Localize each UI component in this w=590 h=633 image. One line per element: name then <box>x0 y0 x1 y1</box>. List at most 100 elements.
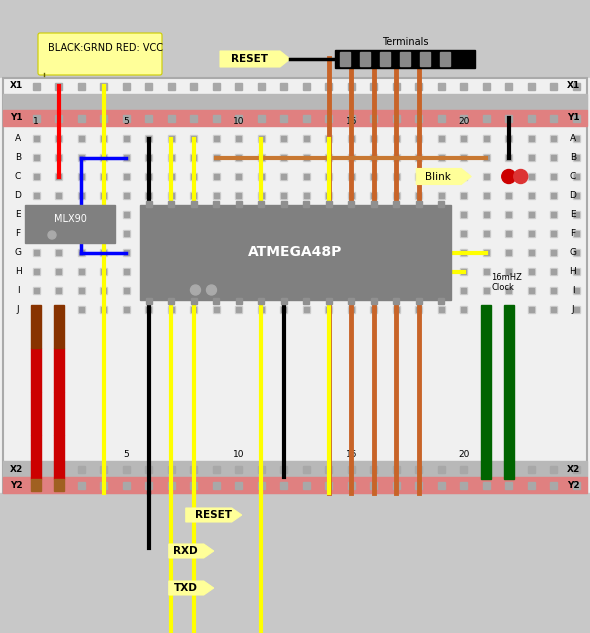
Bar <box>56 155 61 160</box>
Text: Y1: Y1 <box>568 113 580 123</box>
Bar <box>484 288 489 293</box>
Bar <box>213 201 219 207</box>
Bar <box>169 155 173 160</box>
Bar <box>483 154 490 161</box>
Bar <box>258 192 265 199</box>
Bar <box>100 306 107 313</box>
Bar <box>438 249 445 256</box>
Bar <box>191 231 196 236</box>
Bar <box>33 135 40 142</box>
Bar <box>281 201 287 207</box>
Bar <box>438 154 445 161</box>
Bar <box>259 155 264 160</box>
Bar <box>31 304 41 348</box>
Bar <box>145 173 152 180</box>
Bar <box>281 231 286 236</box>
Bar <box>371 288 376 293</box>
Bar <box>394 193 399 198</box>
Text: E: E <box>15 210 21 219</box>
Bar <box>484 231 489 236</box>
Bar <box>550 465 557 472</box>
Bar <box>529 288 534 293</box>
Bar <box>483 82 490 89</box>
Bar <box>349 231 354 236</box>
Bar <box>573 249 580 256</box>
Bar <box>100 465 107 472</box>
Bar <box>304 307 309 312</box>
Bar <box>393 154 400 161</box>
Bar <box>31 479 41 491</box>
Bar <box>145 135 152 142</box>
Bar <box>214 250 219 255</box>
Bar <box>56 212 61 217</box>
Bar <box>55 249 63 256</box>
Bar <box>123 465 130 472</box>
Bar <box>258 135 265 142</box>
Bar <box>213 173 219 180</box>
Bar <box>214 307 219 312</box>
Bar <box>380 52 390 66</box>
Bar <box>78 173 85 180</box>
Bar <box>348 230 355 237</box>
Bar <box>124 136 129 141</box>
Bar <box>34 193 39 198</box>
Bar <box>506 250 512 255</box>
Bar <box>303 82 310 89</box>
Bar <box>325 192 332 199</box>
Bar <box>460 287 467 294</box>
Bar <box>527 173 535 180</box>
Bar <box>417 231 421 236</box>
Bar <box>190 482 197 489</box>
Bar <box>325 115 332 122</box>
Bar <box>214 231 219 236</box>
Bar <box>483 211 490 218</box>
Bar <box>56 174 61 179</box>
Bar <box>438 173 445 180</box>
Text: A: A <box>570 134 576 143</box>
Text: X1: X1 <box>567 82 580 91</box>
Bar <box>461 212 466 217</box>
Bar <box>439 250 444 255</box>
Bar <box>371 465 377 472</box>
Bar <box>415 192 422 199</box>
Bar <box>439 288 444 293</box>
Bar <box>417 269 421 274</box>
Bar <box>31 348 41 392</box>
Bar <box>169 193 173 198</box>
Bar <box>348 82 355 89</box>
Text: RESET: RESET <box>195 510 232 520</box>
Bar <box>417 136 421 141</box>
Bar <box>461 193 466 198</box>
Bar <box>394 231 399 236</box>
Bar <box>280 482 287 489</box>
Bar <box>483 268 490 275</box>
Bar <box>33 482 40 489</box>
Bar <box>168 287 175 294</box>
Bar <box>371 482 377 489</box>
Text: H: H <box>569 267 576 276</box>
Bar <box>124 174 129 179</box>
Bar <box>78 307 84 312</box>
Bar <box>190 173 197 180</box>
Bar <box>394 307 399 312</box>
Bar <box>505 82 512 89</box>
Bar <box>326 193 331 198</box>
Bar <box>505 268 512 275</box>
Bar <box>393 82 400 89</box>
Bar <box>527 287 535 294</box>
Bar <box>326 307 331 312</box>
Bar <box>169 231 173 236</box>
Circle shape <box>48 231 56 239</box>
Bar <box>258 173 265 180</box>
FancyBboxPatch shape <box>38 33 162 75</box>
Bar <box>146 298 152 304</box>
Bar <box>54 392 64 436</box>
Bar <box>123 287 130 294</box>
Bar <box>168 249 175 256</box>
Bar <box>146 212 151 217</box>
Text: RXD: RXD <box>173 546 198 556</box>
Text: 10: 10 <box>233 450 244 459</box>
Bar <box>573 212 579 217</box>
Bar <box>34 136 39 141</box>
Bar <box>258 201 264 207</box>
